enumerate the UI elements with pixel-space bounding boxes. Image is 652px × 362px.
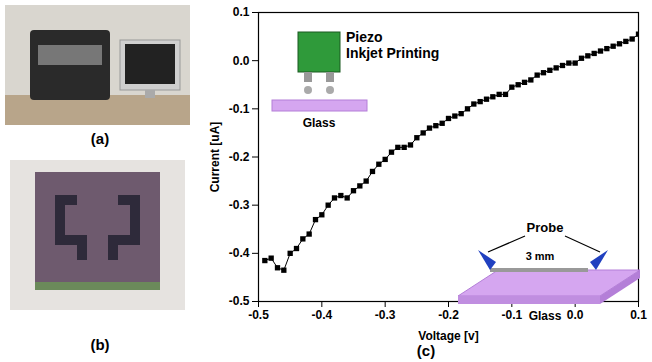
svg-text:-0.3: -0.3 bbox=[229, 198, 250, 212]
svg-text:-0.2: -0.2 bbox=[229, 150, 250, 164]
svg-text:Current [uA]: Current [uA] bbox=[208, 122, 222, 193]
svg-text:-0.4: -0.4 bbox=[311, 308, 332, 322]
svg-text:-0.5: -0.5 bbox=[229, 294, 250, 308]
svg-text:0.0: 0.0 bbox=[233, 54, 250, 68]
svg-text:0.1: 0.1 bbox=[630, 308, 647, 322]
svg-text:Piezo: Piezo bbox=[346, 29, 383, 45]
svg-text:-0.1: -0.1 bbox=[229, 102, 250, 116]
svg-text:3 mm: 3 mm bbox=[526, 250, 555, 262]
html-text:(b): (b) bbox=[90, 336, 110, 353]
svg-text:-0.2: -0.2 bbox=[438, 308, 459, 322]
svg-text:Glass: Glass bbox=[303, 116, 336, 130]
svg-text:Voltage [v]: Voltage [v] bbox=[418, 329, 478, 343]
svg-text:-0.5: -0.5 bbox=[248, 308, 269, 322]
html-text:(c): (c) bbox=[416, 342, 436, 359]
svg-text:0.1: 0.1 bbox=[233, 5, 250, 19]
svg-text:-0.4: -0.4 bbox=[229, 246, 250, 260]
svg-text:-0.3: -0.3 bbox=[375, 308, 396, 322]
svg-text:Probe: Probe bbox=[527, 220, 564, 235]
svg-text:Glass: Glass bbox=[529, 309, 562, 323]
svg-text:-0.1: -0.1 bbox=[501, 308, 522, 322]
html-text:(a): (a) bbox=[90, 130, 110, 147]
svg-text:Inkjet Printing: Inkjet Printing bbox=[346, 45, 439, 61]
svg-text:0.0: 0.0 bbox=[567, 308, 584, 322]
